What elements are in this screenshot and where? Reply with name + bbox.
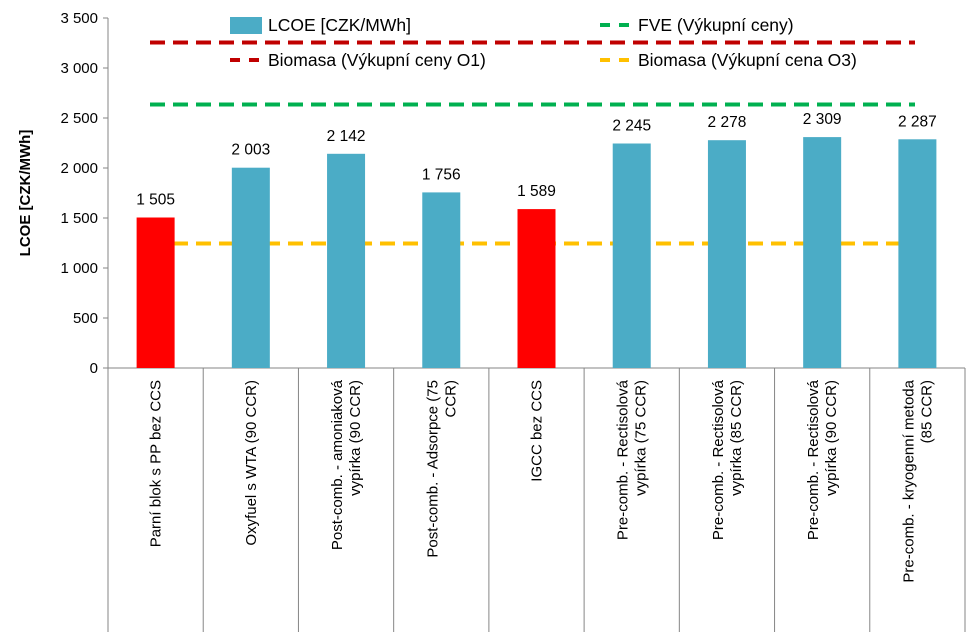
y-tick-label: 3 500 (60, 10, 98, 27)
category-label: Parní blok s PP bez CCS (148, 380, 165, 547)
category-label: vypírka (90 CCR) (823, 380, 840, 496)
data-label: 2 287 (898, 113, 937, 130)
category-label: Post-comb. - amoniaková (329, 379, 346, 550)
category-label: vypírka (90 CCR) (347, 380, 364, 496)
bar (612, 143, 651, 368)
data-label: 2 003 (231, 142, 270, 159)
data-label: 2 278 (708, 114, 747, 131)
y-tick-label: 1 500 (60, 210, 98, 227)
bar (707, 140, 746, 368)
y-tick-label: 500 (73, 310, 98, 327)
bar (517, 209, 556, 368)
y-axis-title: LCOE [CZK/MWh] (17, 130, 34, 257)
legend-label: FVE (Výkupní ceny) (638, 15, 794, 35)
data-label: 2 245 (612, 118, 651, 135)
data-label: 2 142 (327, 128, 366, 145)
bar (422, 192, 461, 368)
data-label: 1 756 (422, 166, 461, 183)
category-label: Oxyfuel s WTA (90 CCR) (243, 380, 260, 546)
legend-swatch (230, 17, 262, 34)
y-axis-ticks: 0 500 1 000 1 500 2 000 2 500 3 000 3 500 (60, 10, 108, 377)
data-label: 1 589 (517, 183, 556, 200)
legend: LCOE [CZK/MWh] FVE (Výkupní ceny) Biomasa … (230, 15, 857, 70)
category-label: Pre-comb. - Rectisolová (615, 379, 632, 540)
category-label: vypírka (75 CCR) (633, 380, 650, 496)
legend-label: LCOE [CZK/MWh] (268, 15, 411, 35)
bar (803, 137, 842, 368)
data-labels: 1 505 2 003 2 142 1 756 1 589 2 245 2 278 2 309… (136, 111, 937, 208)
category-label: (85 CCR) (918, 380, 935, 443)
category-label: IGCC bez CCS (529, 380, 546, 482)
bar (898, 139, 937, 368)
category-label: Pre-comb. - Rectisolová (710, 379, 727, 540)
data-label: 1 505 (136, 192, 175, 209)
data-label: 2 309 (803, 111, 842, 128)
bar (231, 167, 270, 368)
category-label: CCR) (442, 380, 459, 418)
category-label: vypírka (85 CCR) (728, 380, 745, 496)
category-label: Pre-comb. - Rectisolová (805, 379, 822, 540)
legend-label: Biomasa (Výkupní ceny O1) (268, 50, 486, 70)
bar (136, 217, 175, 368)
y-tick-label: 2 500 (60, 110, 98, 127)
y-tick-label: 3 000 (60, 60, 98, 77)
y-tick-label: 0 (90, 360, 98, 377)
category-label: Pre-comb. - kryogenní metoda (900, 379, 917, 582)
category-labels: Parní blok s PP bez CCS Oxyfuel s WTA (90… (148, 379, 936, 582)
bar (327, 153, 366, 368)
bars (136, 137, 937, 368)
category-label: Post-comb. - Adsorpce (75 (424, 380, 441, 558)
y-tick-label: 2 000 (60, 160, 98, 177)
legend-label: Biomasa (Výkupní cena O3) (638, 50, 857, 70)
y-tick-label: 1 000 (60, 260, 98, 277)
